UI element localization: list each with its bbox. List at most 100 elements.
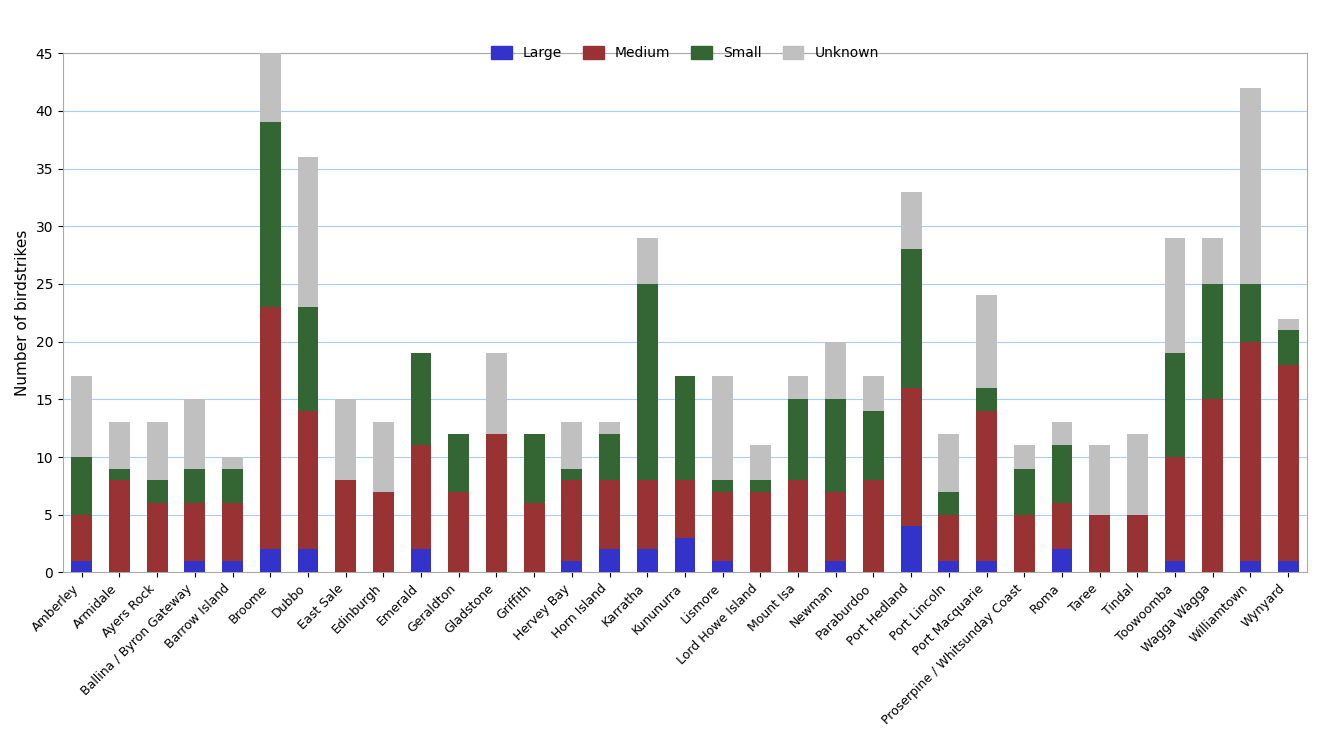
Bar [486, 353, 506, 434]
Bar [825, 561, 846, 572]
Bar [1203, 237, 1223, 284]
Bar [1240, 88, 1261, 284]
Bar [674, 480, 695, 538]
Bar [185, 503, 205, 561]
Bar [1278, 330, 1298, 365]
Bar [297, 157, 319, 307]
Bar [713, 561, 732, 572]
Bar [863, 480, 884, 572]
Bar [336, 399, 356, 480]
Bar [185, 468, 205, 503]
Bar [713, 492, 732, 561]
Bar [863, 376, 884, 411]
Bar [900, 388, 921, 526]
Bar [1240, 561, 1261, 572]
Bar [562, 468, 582, 480]
Bar [222, 561, 243, 572]
Bar [825, 399, 846, 492]
Bar [147, 422, 168, 480]
Bar [260, 53, 280, 122]
Bar [788, 399, 809, 480]
Bar [448, 434, 469, 492]
Bar [110, 468, 130, 480]
Bar [1051, 422, 1072, 445]
Bar [524, 434, 545, 503]
Bar [674, 376, 695, 480]
Bar [976, 295, 997, 388]
Bar [297, 549, 319, 572]
Bar [448, 492, 469, 572]
Bar [1278, 561, 1298, 572]
Bar [713, 376, 732, 480]
Bar [1051, 503, 1072, 549]
Bar [939, 492, 960, 515]
Bar [825, 341, 846, 399]
Bar [1014, 445, 1035, 468]
Bar [147, 480, 168, 503]
Bar [1278, 318, 1298, 330]
Bar [939, 561, 960, 572]
Bar [222, 503, 243, 561]
Bar [185, 399, 205, 468]
Bar [1051, 549, 1072, 572]
Bar [939, 515, 960, 561]
Bar [788, 480, 809, 572]
Bar [297, 411, 319, 549]
Bar [411, 445, 431, 549]
Bar [1203, 399, 1223, 572]
Bar [110, 480, 130, 572]
Bar [71, 561, 93, 572]
Bar [674, 538, 695, 572]
Bar [976, 411, 997, 561]
Bar [71, 376, 93, 457]
Bar [1165, 561, 1186, 572]
Bar [1165, 457, 1186, 561]
Bar [900, 249, 921, 388]
Y-axis label: Number of birdstrikes: Number of birdstrikes [15, 229, 30, 396]
Bar [825, 492, 846, 561]
Bar [750, 445, 771, 480]
Bar [562, 561, 582, 572]
Bar [260, 549, 280, 572]
Bar [1278, 365, 1298, 561]
Bar [562, 422, 582, 468]
Bar [863, 411, 884, 480]
Bar [1126, 515, 1147, 572]
Bar [976, 388, 997, 411]
Bar [260, 122, 280, 307]
Bar [486, 434, 506, 572]
Bar [637, 284, 657, 480]
Bar [411, 549, 431, 572]
Bar [222, 457, 243, 468]
Bar [637, 549, 657, 572]
Bar [336, 480, 356, 572]
Bar [373, 492, 394, 572]
Bar [185, 561, 205, 572]
Bar [222, 468, 243, 503]
Bar [750, 480, 771, 492]
Bar [297, 307, 319, 411]
Bar [1203, 284, 1223, 399]
Bar [1240, 341, 1261, 561]
Bar [599, 422, 620, 434]
Legend: Large, Medium, Small, Unknown: Large, Medium, Small, Unknown [484, 39, 886, 68]
Bar [1165, 353, 1186, 457]
Bar [637, 237, 657, 284]
Bar [788, 376, 809, 399]
Bar [637, 480, 657, 549]
Bar [599, 549, 620, 572]
Bar [1240, 284, 1261, 341]
Bar [1051, 445, 1072, 503]
Bar [71, 457, 93, 515]
Bar [900, 526, 921, 572]
Bar [599, 434, 620, 480]
Bar [976, 561, 997, 572]
Bar [900, 191, 921, 249]
Bar [71, 515, 93, 561]
Bar [1014, 468, 1035, 515]
Bar [1089, 515, 1110, 572]
Bar [1126, 434, 1147, 515]
Bar [1014, 515, 1035, 572]
Bar [411, 353, 431, 445]
Bar [599, 480, 620, 549]
